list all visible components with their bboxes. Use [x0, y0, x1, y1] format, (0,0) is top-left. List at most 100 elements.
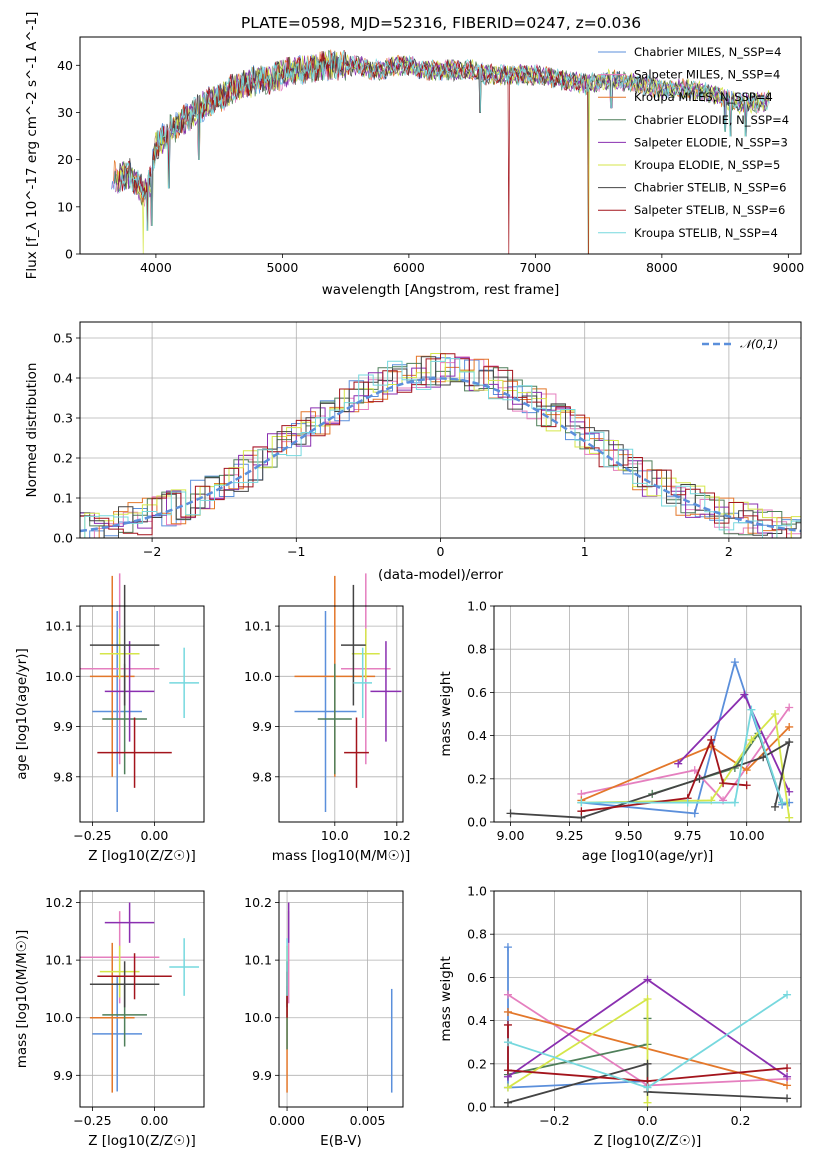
errorbar-point-4	[104, 902, 155, 943]
weight-marker	[643, 1059, 652, 1068]
weight-marker	[674, 759, 683, 768]
spectrum-legend: Chabrier MILES, N_SSP=4 Salpeter MILES, N…	[598, 45, 789, 240]
y-tick-label: 0.6	[467, 685, 487, 700]
y-tick-label: 0.0	[467, 1100, 487, 1115]
errorbar-point-6	[89, 961, 160, 1008]
y-tick-label: 10.0	[244, 669, 272, 684]
histogram-steps	[80, 353, 801, 538]
legend-label-5: Kroupa ELODIE, N_SSP=5	[634, 158, 780, 172]
axes-mass-vs-Z: −0.25 0.00 9.9 10.0 10.1 10.2	[45, 891, 204, 1128]
x-axis-label-mass-weight-vs-Z: Z [log10(Z/Z☉)]	[594, 1133, 702, 1149]
weight-marker	[783, 1094, 792, 1103]
normal-reference-curve	[80, 377, 801, 533]
x-tick-label: 9000	[772, 260, 804, 275]
y-tick-label: 40	[57, 58, 73, 73]
x-tick-label: 6000	[393, 260, 425, 275]
x-tick-label: 0.0	[638, 1113, 658, 1128]
weight-marker	[577, 798, 586, 807]
weight-marker	[747, 735, 756, 744]
errorbar-point-5	[99, 945, 140, 998]
axes-frame-spectrum	[79, 36, 802, 255]
legend-label-8: Kroupa STELIB, N_SSP=4	[634, 226, 778, 240]
weight-marker	[740, 690, 749, 699]
axes-mass-vs-EBV: 0.000 0.005 9.9 10.0 10.1 10.2	[244, 891, 403, 1128]
y-tick-label: 10.1	[244, 619, 272, 634]
errorbars-age-vs-Z	[80, 573, 200, 812]
y-tick-label: 10	[57, 199, 73, 214]
errorbar-point-8	[353, 647, 372, 719]
x-tick-label: −0.25	[73, 1113, 111, 1128]
histogram-step-2	[80, 355, 801, 538]
y-tick-label: 0.8	[467, 642, 487, 657]
errorbar-point-6	[89, 584, 160, 706]
weight-marker	[778, 798, 787, 807]
x-tick-label: 5000	[266, 260, 298, 275]
errorbar-point-7	[344, 717, 369, 788]
weight-marker	[503, 1098, 512, 1107]
spectrum-lines	[111, 49, 770, 254]
x-tick-label: 1	[581, 544, 589, 559]
histogram-step-6	[80, 356, 801, 538]
weight-marker	[643, 975, 652, 984]
weight-marker	[771, 710, 780, 718]
errorbar-point-2	[89, 942, 135, 1093]
weight-marker	[503, 1007, 512, 1016]
weight-marker	[503, 943, 512, 952]
x-tick-label: 9.75	[674, 828, 702, 843]
weight-line-7	[507, 1024, 788, 1083]
legend-normal-label: 𝒩(0,1)	[740, 337, 778, 351]
histogram-step-0	[80, 357, 801, 538]
weight-line-0	[581, 659, 790, 815]
y-tick-label: 0.6	[467, 970, 487, 985]
spectrum-line-8	[119, 50, 770, 231]
x-tick-label: 0.000	[269, 1113, 305, 1128]
weight-lines-mass-weight-vs-Z	[503, 943, 792, 1107]
x-tick-label: 10.0	[321, 828, 349, 843]
errorbar-point-4	[104, 641, 155, 742]
weight-marker	[643, 1083, 652, 1092]
weight-marker	[730, 798, 739, 807]
y-tick-label: 9.8	[252, 769, 272, 784]
figure-title: PLATE=0598, MJD=52316, FIBERID=0247, z=0…	[241, 14, 641, 32]
weight-marker	[783, 1064, 792, 1073]
y-tick-label: 0.4	[53, 371, 73, 386]
axes-spectrum: 4000 5000 6000 7000 8000 9000 0 10 20 30 40	[57, 58, 804, 275]
y-axis-label-age-vs-Z: age [log10(age/yr)]	[14, 648, 30, 780]
x-tick-label: 10.2	[383, 828, 411, 843]
y-tick-label: 0.5	[53, 331, 73, 346]
weight-marker	[643, 995, 652, 1003]
legend-label-2: Kroupa MILES, N_SSP=4	[634, 90, 773, 104]
weight-marker	[506, 809, 515, 818]
weight-marker	[643, 1098, 652, 1107]
y-axis-label-mass-weight-vs-age: mass weight	[438, 671, 454, 756]
weight-marker	[747, 705, 756, 714]
weight-marker	[503, 1038, 512, 1047]
y-tick-label: 10.0	[244, 1010, 272, 1025]
y-tick-label: 9.9	[252, 719, 272, 734]
x-tick-label: −0.2	[539, 1113, 569, 1128]
y-tick-label: 0.2	[467, 1056, 487, 1071]
axes-frame-hist	[79, 321, 802, 539]
weight-marker	[695, 774, 704, 783]
errorbar-point-5	[99, 628, 140, 679]
axes-frame-mass-weight-vs-age	[493, 605, 802, 823]
x-axis-label-mass-weight-vs-age: age [log10(age/yr)]	[582, 848, 714, 864]
weight-marker	[503, 990, 512, 999]
weight-marker	[771, 802, 780, 811]
axes-frame-mass-vs-Z	[79, 890, 205, 1108]
weight-marker	[707, 735, 716, 744]
x-tick-label: 0.00	[140, 828, 168, 843]
axes-frame-age-vs-Z	[79, 605, 205, 823]
y-tick-label: 1.0	[467, 884, 487, 899]
weight-lines-mass-weight-vs-age	[506, 658, 794, 822]
legend-label-7: Salpeter STELIB, N_SSP=6	[634, 203, 785, 217]
legend-label-1: Salpeter MILES, N_SSP=4	[634, 68, 780, 82]
x-axis-label-mass-vs-EBV: E(B-V)	[320, 1133, 362, 1149]
x-axis-label-mass-vs-Z: Z [log10(Z/Z☉)]	[88, 1133, 196, 1149]
errorbar-point-8	[169, 647, 200, 719]
x-tick-label: 0	[437, 544, 445, 559]
legend-label-4: Salpeter ELODIE, N_SSP=3	[634, 135, 788, 149]
y-tick-label: 0.2	[53, 451, 73, 466]
y-axis-label-hist: Normed distribution	[24, 363, 40, 498]
y-tick-label: 9.8	[53, 769, 73, 784]
